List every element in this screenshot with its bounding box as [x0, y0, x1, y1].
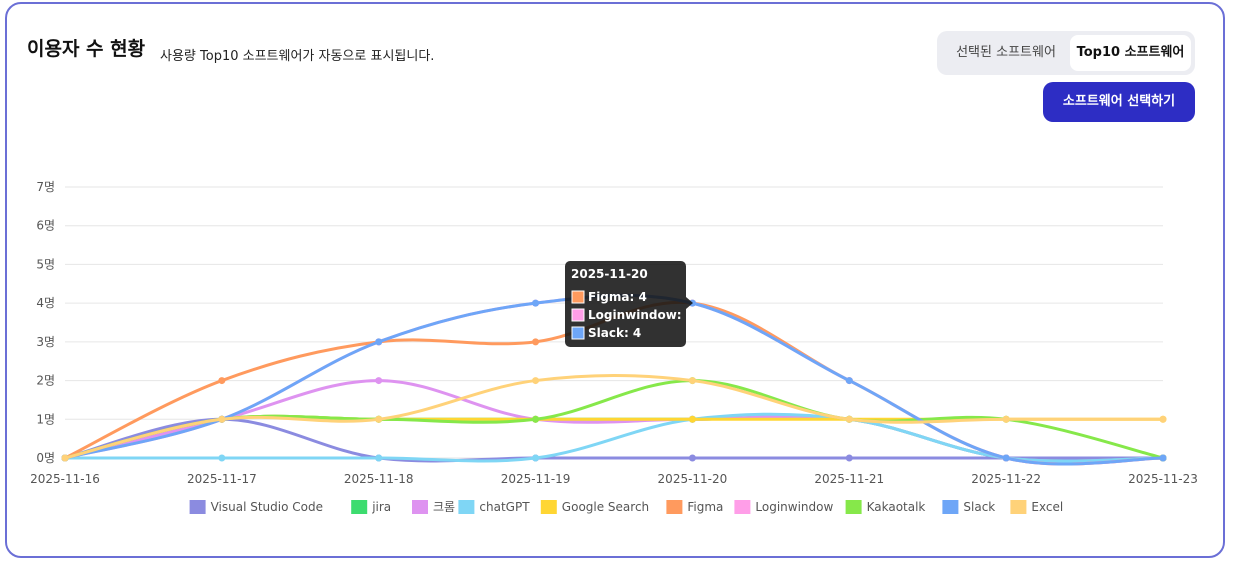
x-tick-label: 2025-11-20 — [658, 472, 728, 486]
legend-swatch — [540, 500, 557, 514]
legend-label: Loginwindow — [755, 500, 833, 514]
legend-label: Kakaotalk — [867, 500, 926, 514]
y-tick-label: 7명 — [36, 180, 55, 194]
x-tick-label: 2025-11-22 — [971, 472, 1041, 486]
x-tick-label: 2025-11-23 — [1128, 472, 1198, 486]
legend-label: jira — [371, 500, 391, 514]
y-tick-label: 6명 — [36, 219, 55, 233]
tooltip-swatch — [571, 290, 585, 304]
data-point — [688, 377, 696, 385]
y-tick-label: 3명 — [36, 335, 55, 349]
tooltip-swatch — [571, 308, 585, 322]
data-point — [532, 338, 540, 346]
select-software-button[interactable]: 소프트웨어 선택하기 — [1043, 82, 1195, 122]
legend-label: chatGPT — [479, 500, 530, 514]
series-line — [63, 374, 1165, 460]
tooltip-item: Slack: 4 — [588, 326, 641, 340]
data-point — [845, 415, 853, 423]
y-tick-label: 0명 — [36, 451, 55, 465]
y-tick-label: 2명 — [36, 374, 55, 388]
data-point — [532, 299, 540, 307]
data-point — [1002, 454, 1010, 462]
legend-label: Visual Studio Code — [211, 500, 323, 514]
tooltip-box — [565, 261, 686, 347]
data-point — [218, 415, 226, 423]
legend-label: Excel — [1031, 500, 1063, 514]
data-point — [375, 377, 383, 385]
data-point — [375, 338, 383, 346]
legend-swatch — [1010, 500, 1027, 514]
x-tick-label: 2025-11-19 — [501, 472, 571, 486]
tooltip-swatch — [571, 326, 585, 340]
legend-label: Google Search — [562, 500, 649, 514]
legend-swatch — [666, 500, 683, 514]
data-point — [688, 454, 696, 462]
x-tick-label: 2025-11-17 — [187, 472, 257, 486]
data-point — [688, 415, 696, 423]
software-scope-toggle: 선택된 소프트웨어 Top10 소프트웨어 — [937, 31, 1195, 75]
data-point — [218, 377, 226, 385]
legend-swatch — [351, 500, 368, 514]
series-line — [63, 417, 1165, 463]
tab-selected-software[interactable]: 선택된 소프트웨어 — [956, 45, 1056, 60]
page-title: 이용자 수 현황 — [27, 38, 146, 60]
y-tick-label: 4명 — [36, 296, 55, 310]
data-point — [845, 377, 853, 385]
legend-swatch — [458, 500, 475, 514]
data-point — [61, 454, 69, 462]
series-line — [63, 412, 1165, 463]
data-point — [375, 415, 383, 423]
data-point — [218, 454, 226, 462]
page-subtitle: 사용량 Top10 소프트웨어가 자동으로 표시됩니다. — [160, 49, 435, 64]
data-point — [845, 454, 853, 462]
data-point — [1159, 454, 1167, 462]
x-tick-label: 2025-11-16 — [30, 472, 100, 486]
data-point — [532, 377, 540, 385]
data-point — [1159, 415, 1167, 423]
x-tick-label: 2025-11-18 — [344, 472, 414, 486]
legend-label: Slack — [963, 500, 995, 514]
data-point — [532, 415, 540, 423]
legend-swatch — [189, 500, 206, 514]
legend-label: 크롬 — [433, 500, 455, 514]
legend-swatch — [942, 500, 959, 514]
tooltip-caret — [686, 297, 693, 309]
tooltip-item: Figma: 4 — [588, 290, 647, 304]
legend-label: Figma — [687, 500, 723, 514]
tooltip-item: Loginwindow: 4 — [588, 308, 694, 322]
legend-swatch — [734, 500, 751, 514]
legend-swatch — [412, 500, 428, 514]
data-point — [375, 454, 383, 462]
data-point — [1002, 415, 1010, 423]
y-tick-label: 5명 — [36, 257, 55, 271]
x-tick-label: 2025-11-21 — [814, 472, 884, 486]
y-tick-label: 1명 — [36, 412, 55, 426]
legend-swatch — [845, 500, 862, 514]
tooltip-title: 2025-11-20 — [571, 267, 648, 281]
tab-top10-software[interactable]: Top10 소프트웨어 — [1070, 35, 1191, 71]
data-point — [532, 454, 540, 462]
